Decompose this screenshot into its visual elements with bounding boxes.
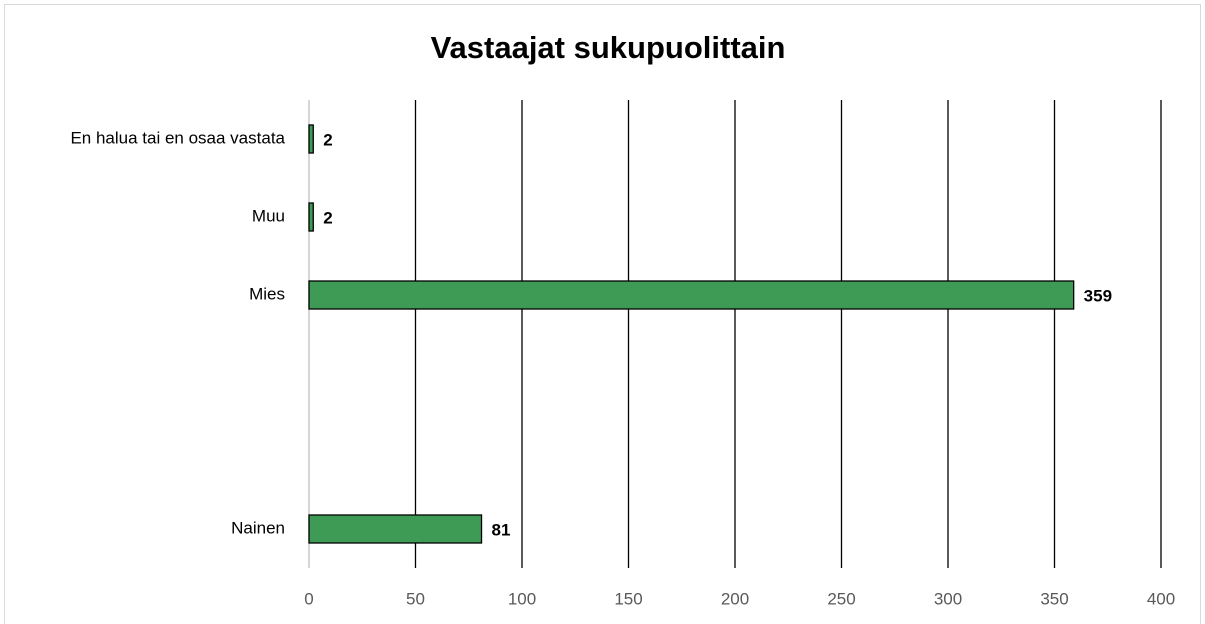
y-tick-label: Mies	[249, 284, 285, 303]
bar	[308, 280, 1075, 310]
x-tick-label: 150	[614, 589, 642, 608]
x-tick-label: 250	[827, 589, 855, 608]
bar	[308, 202, 314, 232]
bar	[308, 514, 483, 544]
bar	[308, 124, 314, 154]
x-tick-label: 50	[406, 589, 425, 608]
data-label: 359	[1084, 286, 1112, 305]
chart-title: Vastaajat sukupuolittain	[431, 30, 786, 65]
x-tick-label: 400	[1147, 589, 1175, 608]
y-tick-label: Nainen	[231, 518, 285, 537]
data-label: 2	[323, 130, 332, 149]
y-tick-label: Muu	[252, 206, 285, 225]
x-tick-label: 350	[1040, 589, 1068, 608]
data-label: 2	[323, 208, 332, 227]
x-tick-label: 100	[508, 589, 536, 608]
y-tick-label: En halua tai en osaa vastata	[70, 128, 285, 147]
x-tick-label: 300	[934, 589, 962, 608]
x-tick-label: 200	[721, 589, 749, 608]
x-tick-label: 0	[304, 589, 313, 608]
data-label: 81	[492, 520, 511, 539]
chart-frame	[4, 4, 1201, 624]
